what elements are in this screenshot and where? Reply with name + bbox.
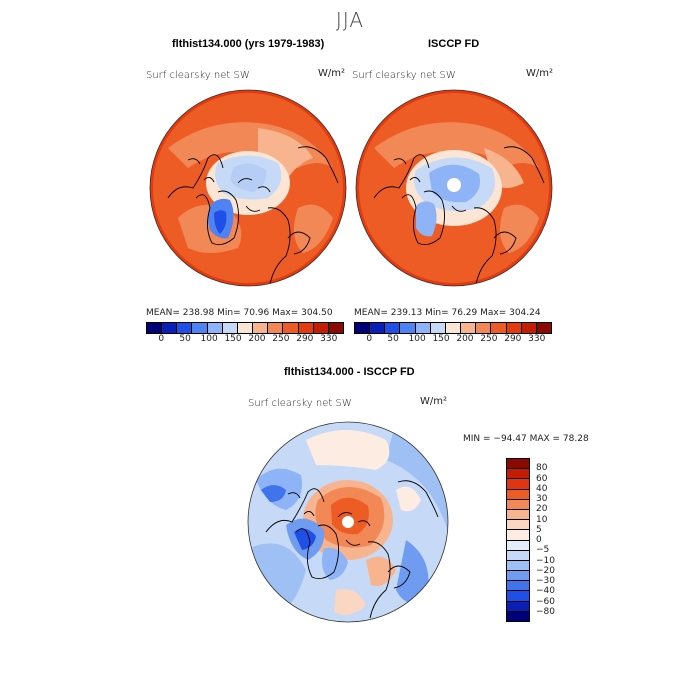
right-panel-title: ISCCP FD xyxy=(428,38,480,50)
diff-panel-title: flthist134.000 - ISCCP FD xyxy=(284,366,415,378)
diff-colorbar-label: −30 xyxy=(536,576,555,586)
right-colorbar-swatch xyxy=(490,323,506,333)
diff-colorbar-swatch xyxy=(507,559,529,571)
diff-colorbar-label: 0 xyxy=(536,535,542,545)
diff-colorbar-label: 80 xyxy=(536,463,548,474)
diff-colorbar-label: −60 xyxy=(536,596,555,607)
diff-colorbar-swatch xyxy=(507,508,529,520)
diff-colorbar-labels: 80 60 40 30 20 10 5 0 −5 −10 −20 −30 −40 −60 −80 xyxy=(536,458,576,622)
right-polar-map xyxy=(355,89,553,287)
diff-colorbar-label: 30 xyxy=(536,494,548,504)
diff-colorbar-label: −5 xyxy=(536,545,550,556)
diff-colorbar-swatch xyxy=(507,539,529,550)
diff-colorbar-label: 20 xyxy=(536,504,548,515)
left-panel-units: W/m² xyxy=(318,68,346,79)
left-colorbar-swatch xyxy=(191,323,207,333)
diff-colorbar-swatch xyxy=(507,600,529,611)
right-colorbar-swatch xyxy=(429,323,445,333)
left-colorbar-swatch xyxy=(147,323,162,333)
right-panel-stats: MEAN= 239.13 Min= 76.29 Max= 304.24 xyxy=(354,308,541,318)
right-colorbar-label: 200 xyxy=(456,334,474,344)
diff-colorbar-label: 5 xyxy=(536,524,542,535)
diff-colorbar-label: −10 xyxy=(536,555,555,566)
right-colorbar-swatch xyxy=(369,323,385,333)
left-colorbar-label: 100 xyxy=(200,334,218,344)
right-colorbar-swatch xyxy=(444,323,461,333)
diff-colorbar-swatch xyxy=(507,498,529,509)
left-colorbar-swatch xyxy=(297,323,313,333)
left-colorbar-label: 290 xyxy=(296,334,314,344)
diff-colorbar-label: 40 xyxy=(536,483,548,494)
diff-colorbar-swatch xyxy=(507,549,529,560)
diff-panel-units: W/m² xyxy=(420,396,448,407)
right-panel-units: W/m² xyxy=(526,68,554,79)
right-colorbar: 0 50 100 150 200 250 290 330 xyxy=(354,322,552,346)
diff-colorbar xyxy=(506,458,530,622)
right-colorbar-label: 0 xyxy=(366,334,373,344)
left-colorbar-swatch xyxy=(312,323,328,333)
diff-colorbar-swatch xyxy=(507,488,529,499)
season-title: JJA xyxy=(335,8,365,32)
diff-colorbar-swatch xyxy=(507,468,529,479)
diff-colorbar-label: 60 xyxy=(536,473,548,484)
left-colorbar-swatch xyxy=(236,323,253,333)
left-colorbar-label: 330 xyxy=(320,334,338,344)
right-colorbar-swatch xyxy=(414,323,430,333)
diff-polar-map xyxy=(247,421,449,623)
left-colorbar-swatch xyxy=(176,323,192,333)
diff-colorbar-swatch xyxy=(507,459,529,469)
left-colorbar-swatch xyxy=(221,323,237,333)
left-colorbar-swatch xyxy=(267,323,283,333)
left-colorbar-swatch xyxy=(206,323,222,333)
right-colorbar-swatch xyxy=(475,323,491,333)
right-colorbar-swatch xyxy=(520,323,536,333)
right-colorbar-swatch xyxy=(384,323,400,333)
diff-colorbar-swatch xyxy=(507,519,529,530)
diff-colorbar-swatch xyxy=(507,590,529,601)
left-colorbar-label: 150 xyxy=(224,334,242,344)
diff-colorbar-swatch xyxy=(507,529,529,540)
right-colorbar-swatch xyxy=(505,323,521,333)
left-panel-variable: Surf clearsky net SW xyxy=(146,70,250,81)
right-colorbar-swatch xyxy=(535,323,552,333)
left-colorbar-label: 0 xyxy=(158,334,165,344)
right-colorbar-label: 100 xyxy=(408,334,426,344)
left-colorbar-swatch xyxy=(161,323,177,333)
right-colorbar-label: 330 xyxy=(528,334,546,344)
left-colorbar: 0 50 100 150 200 250 290 330 xyxy=(146,322,344,346)
right-colorbar-label: 50 xyxy=(387,334,399,344)
diff-panel-minmax: MIN = −94.47 MAX = 78.28 xyxy=(463,434,589,444)
diff-colorbar-swatch xyxy=(507,478,529,489)
left-panel-title: flthist134.000 (yrs 1979-1983) xyxy=(172,38,325,50)
left-polar-map xyxy=(149,89,347,287)
diff-colorbar-swatch xyxy=(507,610,529,621)
left-colorbar-swatch xyxy=(282,323,298,333)
right-colorbar-label: 250 xyxy=(480,334,498,344)
diff-colorbar-swatch xyxy=(507,580,529,591)
left-colorbar-swatch xyxy=(252,323,268,333)
right-colorbar-label: 290 xyxy=(504,334,522,344)
diff-colorbar-swatch xyxy=(507,570,529,581)
left-colorbar-swatch xyxy=(327,323,344,333)
left-colorbar-label: 50 xyxy=(179,334,191,344)
diff-colorbar-label: −20 xyxy=(536,565,555,576)
diff-colorbar-label: 10 xyxy=(536,514,548,525)
right-panel-variable: Surf clearsky net SW xyxy=(352,70,456,81)
diff-colorbar-label: −40 xyxy=(536,586,555,597)
diff-colorbar-label: −80 xyxy=(536,606,555,617)
right-colorbar-swatch xyxy=(399,323,415,333)
left-panel-stats: MEAN= 238.98 Min= 70.96 Max= 304.50 xyxy=(146,308,333,318)
left-colorbar-label: 200 xyxy=(248,334,266,344)
diff-panel-variable: Surf clearsky net SW xyxy=(248,398,352,409)
right-colorbar-swatch xyxy=(460,323,476,333)
right-colorbar-swatch xyxy=(355,323,370,333)
left-colorbar-label: 250 xyxy=(272,334,290,344)
right-colorbar-label: 150 xyxy=(432,334,450,344)
